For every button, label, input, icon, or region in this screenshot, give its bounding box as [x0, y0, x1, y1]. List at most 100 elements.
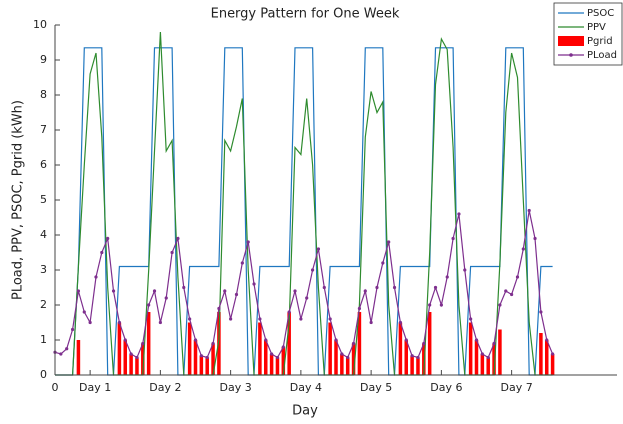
- y-axis-label: PLoad, PPV, PSOC, Pgrid (kWh): [11, 100, 26, 300]
- y-tick-label: 9: [40, 53, 47, 66]
- line-marker: [117, 320, 121, 325]
- grid-bar: [357, 312, 362, 375]
- line-marker: [533, 236, 537, 241]
- x-tick-label: Day 3: [220, 381, 252, 394]
- grid-bar: [410, 355, 414, 375]
- legend-label: PPV: [587, 22, 606, 33]
- line-marker: [229, 317, 233, 321]
- line-marker: [76, 289, 81, 293]
- line-marker: [270, 352, 274, 356]
- grid-bar: [468, 322, 473, 375]
- line-marker: [422, 341, 426, 346]
- line-marker: [240, 261, 244, 265]
- grid-bar: [544, 340, 549, 375]
- legend-marker: [569, 53, 573, 57]
- line-marker: [246, 240, 250, 244]
- line-marker: [70, 327, 75, 332]
- x-tick-label: Day 7: [501, 381, 533, 394]
- line-marker: [463, 268, 467, 272]
- grid-bar: [498, 329, 502, 375]
- grid-bar: [398, 322, 403, 375]
- line-marker: [486, 355, 490, 360]
- line-marker: [223, 289, 227, 293]
- grid-bar: [135, 357, 139, 375]
- grid-bar: [76, 340, 81, 375]
- line-marker: [504, 289, 508, 293]
- legend-swatch: [558, 36, 584, 46]
- grid-bar: [539, 333, 543, 375]
- line-marker: [252, 282, 256, 286]
- line-marker: [322, 285, 326, 290]
- line-marker: [264, 338, 268, 342]
- line-marker: [381, 261, 385, 265]
- grid-bar: [146, 312, 151, 375]
- line-marker: [498, 303, 502, 307]
- line-marker: [316, 247, 321, 251]
- grid-bar: [269, 354, 274, 375]
- line-marker: [545, 338, 549, 342]
- grid-bar: [193, 340, 198, 375]
- grid-bar: [205, 357, 209, 375]
- line-marker: [433, 285, 438, 290]
- y-tick-label: 3: [40, 263, 47, 276]
- x-axis-label: Day: [292, 404, 318, 419]
- line-marker: [129, 352, 133, 356]
- grid-bar: [287, 312, 291, 375]
- line-marker: [334, 338, 338, 342]
- line-marker: [539, 310, 543, 314]
- x-tick-label: Day 4: [290, 381, 322, 394]
- line-marker: [211, 341, 215, 346]
- line-marker: [158, 320, 162, 325]
- grid-bar: [275, 357, 280, 375]
- line-marker: [392, 285, 397, 290]
- line-marker: [492, 341, 496, 346]
- line-marker: [170, 250, 174, 255]
- grid-bar: [199, 355, 204, 375]
- grid-bar: [480, 354, 485, 375]
- line-marker: [521, 247, 525, 251]
- grid-bar: [334, 340, 338, 375]
- grid-bar: [404, 340, 409, 375]
- line-marker: [111, 289, 116, 293]
- y-tick-label: 10: [33, 18, 47, 31]
- chart-title: Energy Pattern for One Week: [211, 7, 400, 22]
- y-tick-label: 5: [40, 193, 47, 206]
- x-tick-label: 0: [52, 381, 59, 394]
- line-marker: [188, 317, 192, 321]
- grid-bar: [141, 343, 145, 375]
- line-marker: [439, 303, 443, 307]
- line-marker: [357, 306, 362, 311]
- grid-bar: [351, 343, 356, 375]
- x-tick-label: Day 1: [79, 381, 111, 394]
- line-marker: [398, 320, 402, 325]
- x-tick-label: Day 5: [360, 381, 392, 394]
- line-marker: [410, 354, 414, 358]
- grid-bar: [258, 322, 262, 375]
- grid-bar: [211, 343, 215, 375]
- grid-bar: [486, 357, 490, 375]
- line-marker: [551, 352, 555, 356]
- x-tick-label: Day 2: [149, 381, 181, 394]
- line-marker: [193, 338, 198, 342]
- series-line: [55, 47, 553, 376]
- line-marker: [527, 208, 531, 213]
- line-marker: [351, 341, 356, 346]
- line-marker: [199, 354, 203, 358]
- legend-label: Pgrid: [587, 36, 613, 47]
- line-marker: [445, 275, 449, 279]
- line-marker: [457, 212, 461, 216]
- line-marker: [404, 338, 408, 342]
- y-tick-label: 4: [40, 228, 47, 241]
- line-marker: [346, 355, 350, 360]
- line-marker: [416, 355, 420, 360]
- line-marker: [363, 289, 367, 293]
- line-marker: [94, 275, 98, 279]
- line-marker: [205, 355, 209, 360]
- grid-bar: [492, 343, 496, 375]
- y-tick-label: 1: [40, 333, 47, 346]
- line-marker: [469, 317, 473, 321]
- y-tick-label: 0: [40, 368, 47, 381]
- line-marker: [123, 338, 127, 342]
- grid-bar: [340, 354, 344, 375]
- legend: PSOC PPV Pgrid PLoad: [553, 2, 623, 66]
